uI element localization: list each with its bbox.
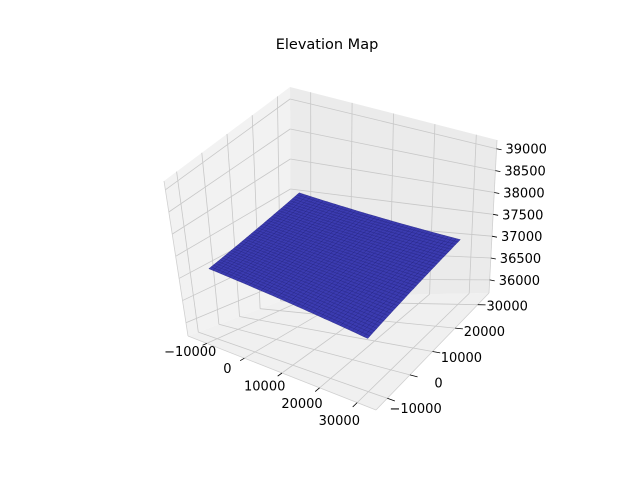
x-grid-back — [468, 134, 477, 294]
x-tick-label: 30000 — [319, 414, 360, 429]
x-tick-label: −10000 — [164, 345, 216, 360]
x-tick-mark — [202, 343, 207, 346]
y-tick-mark — [387, 397, 395, 402]
chart-title: Elevation Map — [276, 37, 379, 53]
y-tick-label: 10000 — [441, 351, 482, 366]
back-left-pane — [164, 87, 291, 336]
z-tick-mark — [494, 192, 500, 194]
x-tick-mark — [277, 372, 283, 377]
y-tick-mark — [409, 374, 418, 378]
x-tick-label: 0 — [223, 362, 231, 377]
z-tick-mark — [495, 170, 501, 172]
x-tick-label: 20000 — [281, 397, 322, 412]
y-tick-label: 0 — [434, 377, 442, 392]
z-tick-label: 38000 — [503, 187, 544, 202]
x-tick-mark — [239, 357, 245, 362]
z-grid-left — [172, 158, 291, 235]
x-tick-mark — [352, 402, 358, 408]
elevation-surface — [208, 192, 461, 339]
z-tick-label: 39000 — [506, 143, 547, 158]
left-vertical-edge — [163, 180, 189, 337]
y-grid-back — [226, 133, 240, 317]
z-grid-left — [165, 98, 291, 191]
y-tick-mark — [455, 327, 463, 330]
z-grid-right — [289, 98, 497, 150]
z-tick-label: 36000 — [499, 274, 540, 289]
y-grid-floor — [239, 316, 433, 352]
y-grid-back — [176, 171, 199, 333]
floor-pane — [188, 293, 489, 410]
axis-ticks: −10000 0 10000 20000 30000 −10000 0 10000 20000 3… — [164, 143, 547, 429]
y-tick-mark — [432, 351, 441, 354]
y-tick-label: −10000 — [389, 402, 441, 417]
x-tick-mark — [314, 387, 320, 392]
z-grid-left — [175, 188, 291, 257]
z-tick-label: 36500 — [500, 252, 541, 267]
z-tick-label: 38500 — [504, 165, 545, 180]
x-tick-label: 10000 — [244, 380, 285, 395]
z-tick-mark — [493, 213, 499, 216]
z-tick-mark — [496, 148, 502, 151]
y-grid-floor — [218, 323, 411, 376]
y-grid-floor — [198, 331, 388, 399]
z-grid-left — [168, 128, 291, 213]
right-vertical-edge — [488, 139, 498, 294]
z-grid-right — [290, 188, 494, 215]
z-tick-label: 37500 — [502, 208, 543, 223]
surface-facet — [363, 333, 371, 339]
z-grid-right — [290, 158, 495, 193]
z-grid-right — [290, 128, 496, 171]
z-tick-mark — [490, 257, 496, 260]
z-tick-label: 37000 — [501, 230, 542, 245]
y-tick-label: 30000 — [487, 299, 528, 314]
y-tick-label: 20000 — [464, 325, 505, 340]
y-grid-back — [201, 152, 220, 325]
z-tick-mark — [491, 235, 498, 238]
z-tick-mark — [489, 279, 495, 282]
